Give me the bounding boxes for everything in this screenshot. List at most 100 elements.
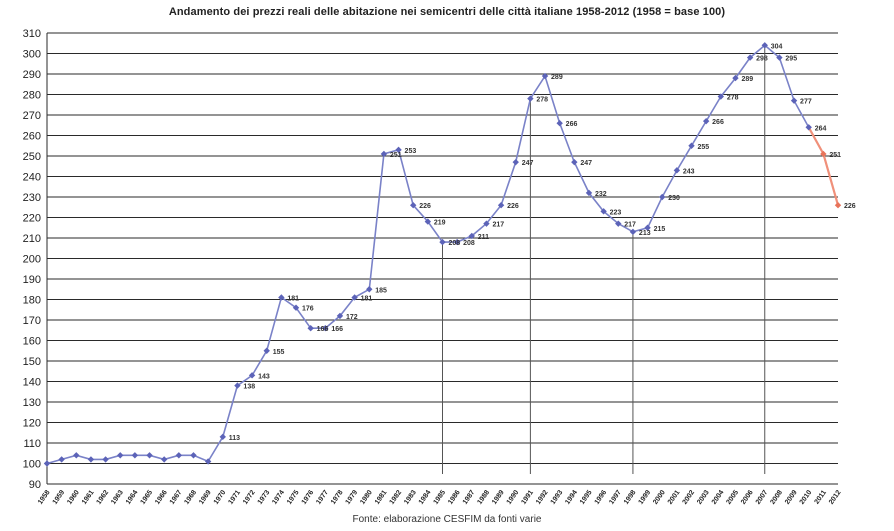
data-label: 226: [507, 203, 519, 210]
data-label: 208: [449, 240, 461, 247]
data-point: [102, 456, 109, 463]
x-tick-label: 2003: [696, 489, 711, 506]
data-markers: [43, 42, 842, 467]
data-point: [351, 294, 358, 301]
x-tick-label: 1985: [432, 489, 447, 506]
y-tick-label: 290: [23, 69, 41, 81]
x-tick-label: 1970: [213, 489, 228, 506]
data-label: 289: [741, 76, 753, 83]
x-tick-label: 1987: [462, 489, 477, 506]
x-tick-label: 1968: [183, 489, 198, 506]
data-point: [395, 146, 402, 154]
y-tick-label: 200: [23, 254, 41, 266]
x-tick-label: 1967: [169, 489, 184, 506]
x-axis-tick-labels: 1958 1959 1960 1961 1962 1963 1964 1965 1966 1967…: [37, 489, 843, 506]
data-point: [307, 325, 314, 332]
data-label: 138: [243, 384, 255, 391]
x-tick-label: 1989: [491, 489, 506, 506]
data-label: 226: [419, 203, 431, 210]
y-tick-label: 260: [23, 131, 41, 143]
data-label: 253: [405, 148, 417, 155]
x-tick-label: 1982: [389, 489, 404, 506]
y-tick-label: 230: [23, 192, 41, 204]
data-point: [43, 460, 51, 467]
y-tick-label: 160: [23, 336, 41, 348]
x-tick-label: 2001: [667, 489, 682, 506]
data-point: [746, 54, 754, 61]
chart-source-note: Fonte: elaborazione CESFIM da fonti vari…: [352, 514, 542, 525]
data-label: 181: [361, 295, 373, 302]
data-point: [190, 452, 197, 459]
x-tick-label: 1995: [579, 489, 594, 506]
x-tick-label: 1978: [330, 489, 345, 506]
data-label: 304: [771, 43, 783, 50]
data-label: 213: [639, 230, 651, 237]
y-tick-label: 180: [23, 295, 41, 307]
data-label: 166: [331, 326, 343, 333]
data-label: 185: [375, 287, 387, 294]
data-point: [468, 232, 475, 240]
y-tick-label: 150: [23, 356, 41, 368]
x-tick-label: 2009: [784, 489, 799, 506]
y-tick-label: 250: [23, 151, 41, 163]
data-point: [776, 54, 783, 61]
x-tick-label: 1971: [227, 489, 242, 506]
data-point: [717, 93, 725, 100]
x-tick-label: 1972: [242, 489, 257, 506]
x-tick-label: 1977: [315, 489, 330, 506]
data-point: [644, 224, 651, 231]
y-tick-label: 170: [23, 315, 41, 327]
data-point: [424, 218, 432, 225]
y-tick-label: 240: [23, 172, 41, 184]
x-tick-label: 1988: [476, 489, 491, 506]
y-tick-label: 300: [23, 49, 41, 61]
x-tick-label: 1963: [110, 489, 125, 506]
x-tick-label: 1998: [623, 489, 638, 506]
x-tick-label: 1969: [198, 489, 213, 506]
x-tick-label: 2000: [652, 489, 667, 506]
data-label: 176: [302, 306, 314, 313]
x-tick-label: 2010: [799, 489, 814, 506]
x-tick-label: 2006: [740, 489, 755, 506]
chart-title: Andamento dei prezzi reali delle abitazi…: [168, 6, 726, 18]
data-label: 217: [492, 222, 504, 229]
data-point: [512, 158, 519, 166]
data-point: [146, 452, 153, 459]
data-label: 217: [624, 222, 636, 229]
data-point: [541, 72, 549, 80]
data-label: 266: [712, 119, 724, 126]
data-point: [234, 382, 241, 389]
x-tick-label: 1981: [374, 489, 389, 506]
data-point: [278, 294, 285, 301]
x-tick-label: 1992: [535, 489, 550, 506]
data-label: 223: [610, 209, 622, 216]
data-point: [380, 150, 388, 158]
data-point: [571, 158, 578, 166]
data-point: [629, 228, 637, 236]
data-point: [204, 458, 212, 465]
data-point: [336, 312, 344, 320]
x-tick-label: 1975: [286, 489, 301, 506]
series-line-2: [807, 126, 840, 206]
x-tick-label: 1976: [301, 489, 316, 506]
data-point: [160, 456, 168, 463]
x-tick-label: 1964: [125, 489, 140, 506]
data-point: [131, 452, 139, 459]
x-tick-label: 1973: [257, 489, 272, 506]
y-tick-label: 210: [23, 233, 41, 245]
data-label: 113: [229, 435, 240, 442]
y-tick-label: 140: [23, 377, 41, 389]
data-point: [805, 124, 812, 131]
x-tick-label: 2002: [681, 489, 696, 506]
x-tick-label: 1997: [608, 489, 623, 506]
data-point: [322, 325, 329, 332]
y-tick-label: 90: [29, 479, 41, 491]
data-point: [688, 142, 695, 149]
data-point: [527, 95, 534, 102]
vertical-reference-lines: [442, 45, 766, 474]
x-tick-label: 1965: [140, 489, 155, 506]
data-label: 219: [434, 220, 446, 227]
data-label: 255: [698, 144, 710, 151]
